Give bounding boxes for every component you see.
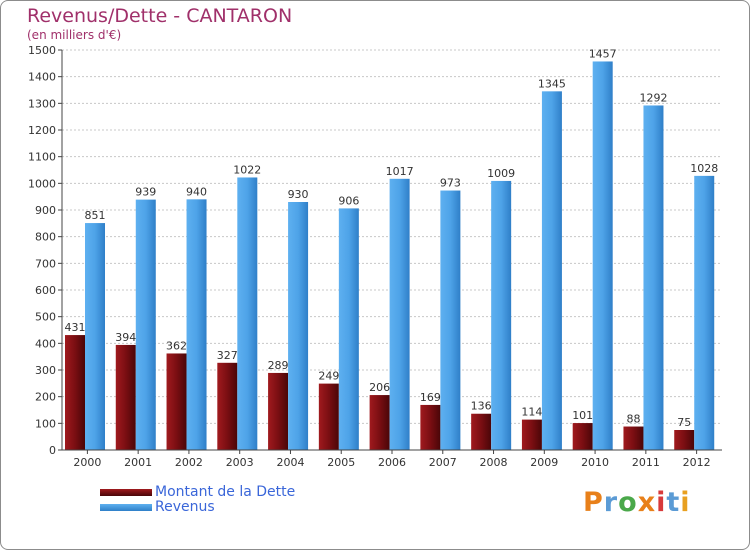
y-tick-label: 100 — [35, 417, 56, 430]
legend-label-revenue: Revenus — [155, 499, 215, 515]
data-label-debt: 169 — [420, 391, 441, 404]
bar-revenue — [288, 202, 309, 450]
bar-debt — [572, 423, 593, 450]
bar-revenue — [440, 190, 461, 451]
legend-swatch-debt — [100, 489, 152, 496]
data-label-revenue: 906 — [338, 194, 359, 207]
bar-debt — [166, 353, 187, 450]
chart-subtitle: (en milliers d'€) — [27, 28, 122, 42]
legend-swatch-revenue — [100, 504, 152, 511]
data-label-revenue: 939 — [135, 186, 156, 199]
x-tick-label: 2010 — [581, 456, 609, 469]
bar-revenue — [643, 105, 664, 450]
logo-letter: t — [666, 487, 681, 518]
data-label-revenue: 1457 — [589, 47, 617, 60]
data-label-revenue: 1022 — [233, 163, 261, 176]
x-tick-label: 2007 — [429, 456, 457, 469]
bar-revenue — [389, 178, 410, 451]
x-tick-label: 2011 — [632, 456, 660, 469]
y-tick-label: 800 — [35, 231, 56, 244]
y-tick-label: 400 — [35, 337, 56, 350]
data-label-revenue: 1345 — [538, 77, 566, 90]
logo-letter: i — [656, 487, 667, 518]
x-tick-label: 2002 — [175, 456, 203, 469]
y-tick-label: 1400 — [28, 71, 56, 84]
bar-debt — [318, 383, 339, 450]
y-tick-label: 1500 — [28, 44, 56, 57]
data-label-debt: 75 — [677, 416, 691, 429]
y-tick-label: 600 — [35, 284, 56, 297]
bar-revenue — [541, 91, 562, 450]
data-label-debt: 206 — [369, 381, 390, 394]
y-tick-label: 700 — [35, 257, 56, 270]
data-label-revenue: 1017 — [386, 165, 414, 178]
x-tick-label: 2001 — [124, 456, 152, 469]
bar-debt — [217, 362, 238, 450]
x-tick-label: 2008 — [480, 456, 508, 469]
data-label-debt: 394 — [115, 331, 136, 344]
y-tick-label: 500 — [35, 311, 56, 324]
x-tick-label: 2000 — [73, 456, 101, 469]
bar-revenue — [694, 175, 715, 450]
bar-revenue — [237, 177, 258, 450]
logo-letter: x — [637, 487, 657, 518]
y-tick-label: 300 — [35, 364, 56, 377]
bar-revenue — [186, 199, 207, 450]
y-tick-label: 1300 — [28, 97, 56, 110]
y-tick-label: 900 — [35, 204, 56, 217]
bar-debt — [674, 430, 695, 450]
logo-letter: r — [603, 487, 619, 518]
x-tick-label: 2009 — [530, 456, 558, 469]
data-label-debt: 249 — [318, 370, 339, 383]
data-label-debt: 101 — [572, 409, 593, 422]
x-tick-label: 2006 — [378, 456, 406, 469]
bar-debt — [623, 426, 644, 450]
bar-debt — [420, 404, 441, 450]
data-label-debt: 114 — [521, 406, 542, 419]
bar-debt — [65, 335, 85, 450]
data-label-debt: 327 — [217, 349, 238, 362]
data-label-debt: 431 — [65, 321, 86, 334]
x-tick-label: 2003 — [226, 456, 254, 469]
bar-debt — [369, 395, 390, 450]
y-tick-label: 1100 — [28, 151, 56, 164]
bar-debt — [268, 372, 289, 450]
bar-revenue — [592, 61, 613, 450]
logo-letter: o — [618, 487, 638, 518]
bar-debt — [521, 419, 542, 450]
bar-revenue — [85, 223, 105, 450]
data-label-revenue: 1028 — [690, 162, 718, 175]
x-tick-label: 2005 — [327, 456, 355, 469]
bar-revenue — [338, 208, 359, 450]
data-label-debt: 88 — [626, 413, 640, 426]
chart-title: Revenus/Dette - CANTARON — [27, 5, 293, 27]
legend-label-debt: Montant de la Dette — [155, 484, 296, 500]
data-label-debt: 362 — [166, 339, 187, 352]
proxiti-logo: Proxiti — [583, 487, 691, 518]
x-tick-label: 2004 — [276, 456, 304, 469]
data-label-revenue: 1009 — [487, 167, 515, 180]
x-tick-label: 2012 — [683, 456, 711, 469]
bar-revenue — [491, 180, 512, 450]
y-tick-label: 1000 — [28, 177, 56, 190]
data-label-revenue: 1292 — [639, 91, 667, 104]
y-tick-label: 0 — [49, 444, 56, 457]
logo-letter: P — [583, 487, 604, 518]
data-label-revenue: 930 — [288, 188, 309, 201]
data-label-revenue: 851 — [85, 209, 106, 222]
data-label-revenue: 940 — [186, 185, 207, 198]
data-label-debt: 289 — [268, 359, 289, 372]
y-tick-label: 200 — [35, 391, 56, 404]
data-label-revenue: 973 — [440, 177, 461, 190]
bar-revenue — [135, 199, 156, 450]
data-label-debt: 136 — [471, 400, 492, 413]
y-tick-label: 1200 — [28, 124, 56, 137]
bar-debt — [471, 413, 492, 450]
bar-debt — [115, 344, 136, 450]
logo-letter: i — [680, 487, 691, 518]
